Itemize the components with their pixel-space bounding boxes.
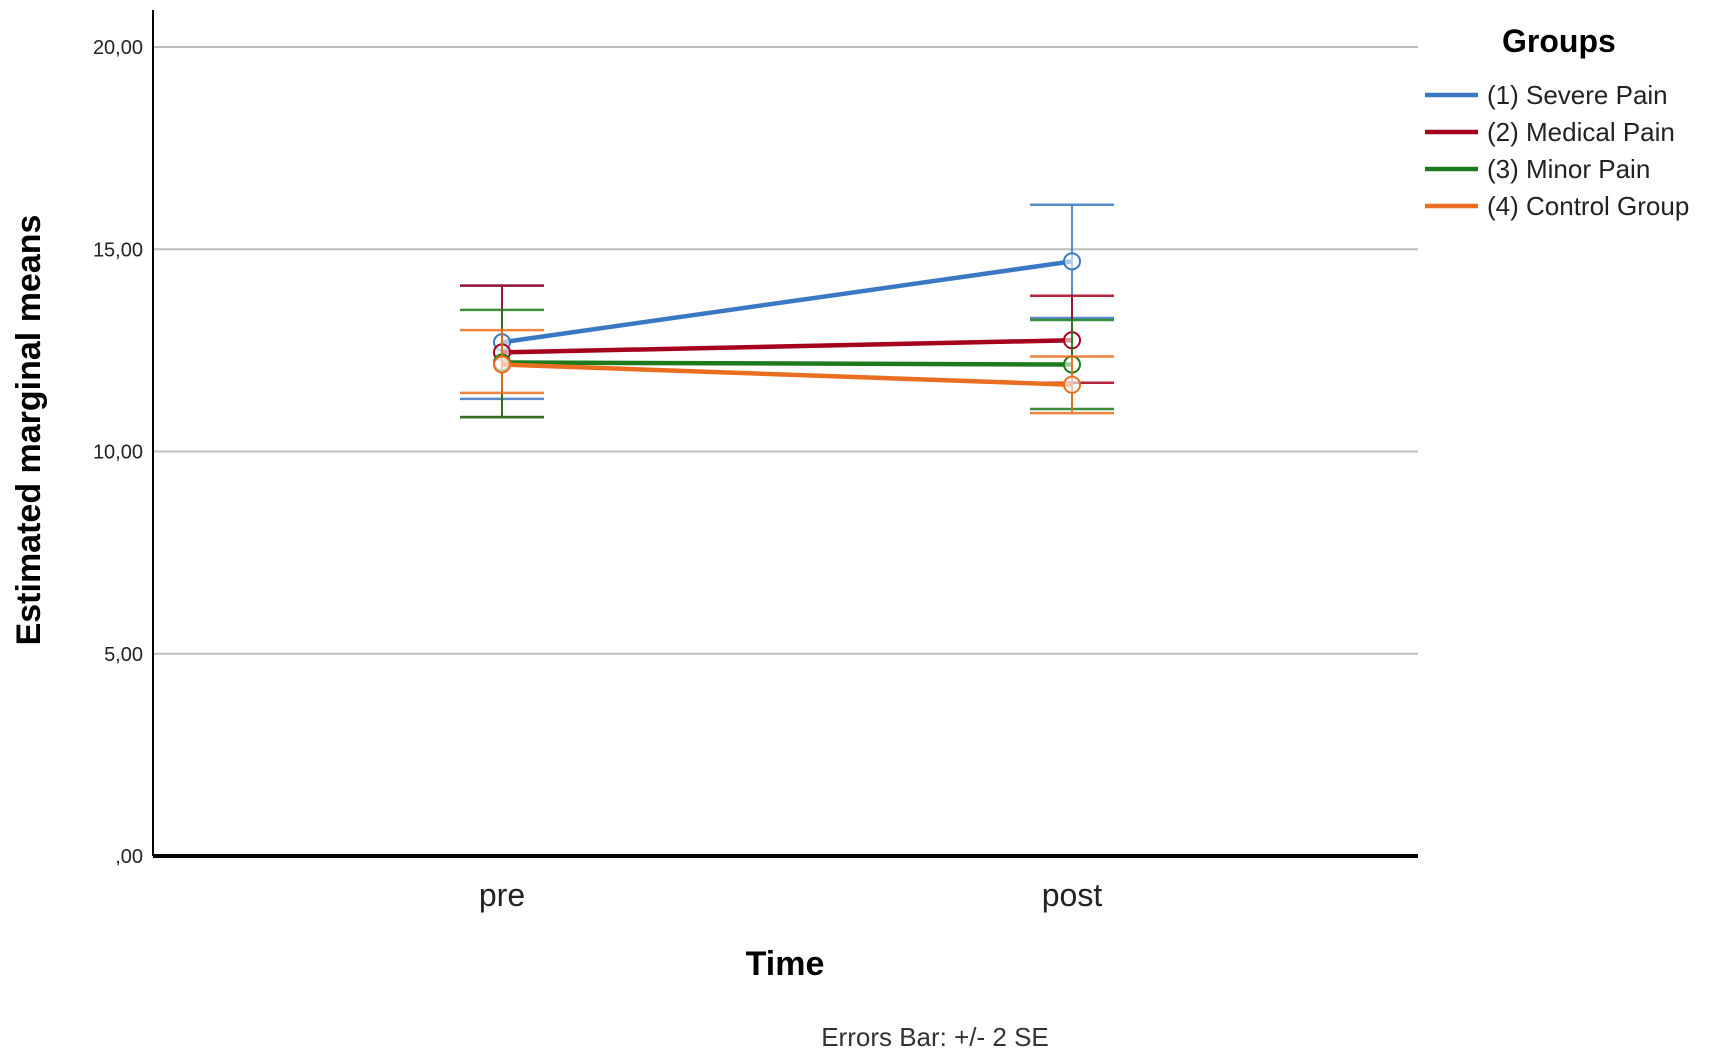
- data-point: [1063, 252, 1081, 271]
- y-tick-label: 15,00: [93, 239, 143, 261]
- y-tick-label: 10,00: [93, 442, 143, 464]
- series-line: [501, 362, 1073, 388]
- grid-lines: [153, 46, 1418, 655]
- legend-item-label: (3) Minor Pain: [1487, 154, 1650, 184]
- x-tick-label: post: [1042, 877, 1103, 913]
- y-tick-label: ,00: [115, 846, 143, 868]
- series-line: [501, 259, 1073, 345]
- y-tick-label: 5,00: [104, 644, 143, 666]
- series-4: [460, 328, 1114, 415]
- legend-item-label: (2) Medical Pain: [1487, 117, 1675, 147]
- y-axis-title: Estimated marginal means: [10, 215, 48, 646]
- series-group: [460, 203, 1114, 419]
- series-line: [501, 338, 1073, 355]
- legend-title: Groups: [1502, 23, 1616, 59]
- data-point: [493, 355, 511, 374]
- series-1: [460, 203, 1114, 401]
- series-line: [501, 360, 1073, 367]
- x-axis-ticks: pre post: [479, 877, 1102, 913]
- axes: [152, 10, 1418, 858]
- data-point: [1063, 375, 1081, 394]
- y-tick-label: 20,00: [93, 37, 143, 59]
- error-bar-note: Errors Bar: +/- 2 SE: [821, 1022, 1049, 1052]
- x-tick-label: pre: [479, 877, 525, 913]
- x-axis-title: Time: [746, 945, 825, 983]
- series-3: [460, 308, 1114, 419]
- legend-item-label: (4) Control Group: [1487, 191, 1689, 221]
- legend-item-label: (1) Severe Pain: [1487, 80, 1668, 110]
- y-axis-ticks: ,00 5,00 10,00 15,00 20,00: [93, 37, 143, 868]
- legend: Groups (1) Severe Pain (2) Medical Pain (3…: [1425, 23, 1689, 221]
- series-2: [460, 284, 1114, 419]
